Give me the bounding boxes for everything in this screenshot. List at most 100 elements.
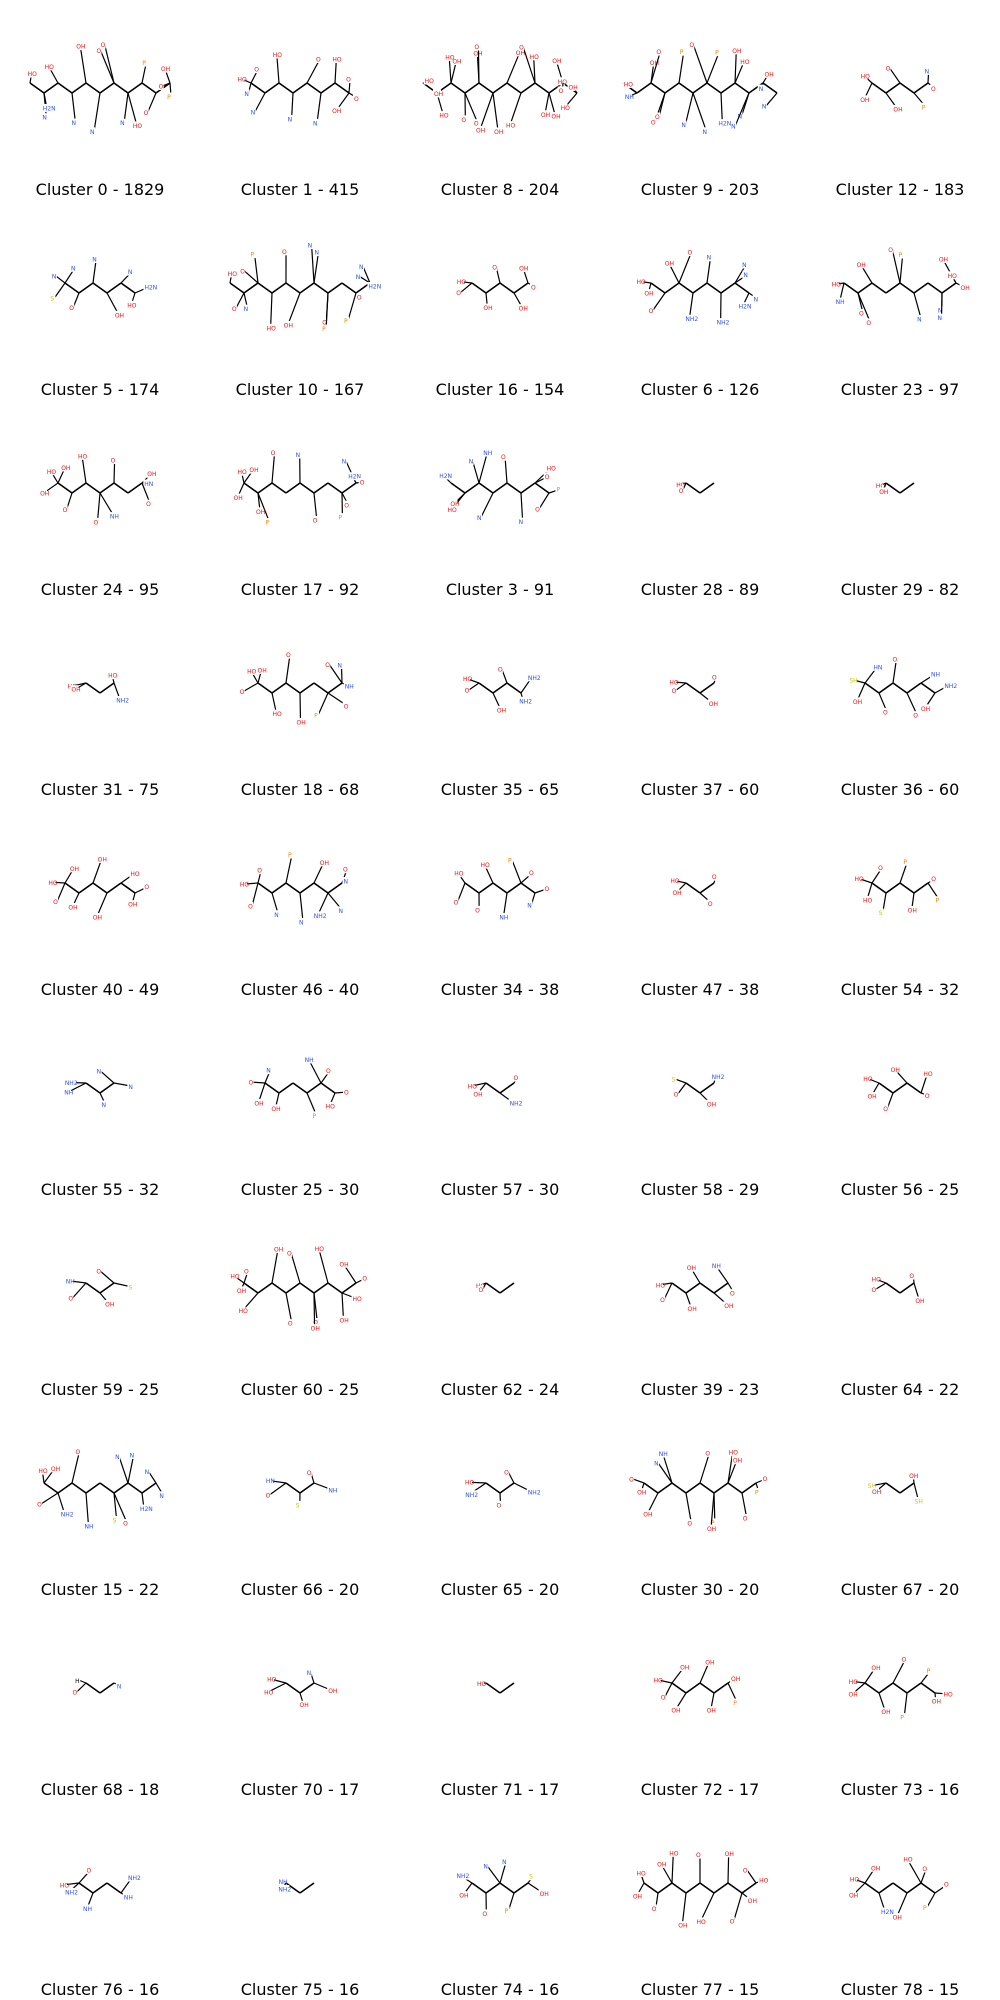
atom-label: HO	[465, 1480, 475, 1487]
bond	[71, 1482, 87, 1494]
bond	[885, 882, 901, 894]
bond	[264, 1082, 280, 1094]
atom-label: O	[307, 1470, 312, 1477]
atom-label: O	[519, 44, 524, 51]
atom-label: O	[888, 247, 893, 254]
bond	[720, 82, 736, 94]
atom-label: O	[344, 502, 349, 509]
atom-label: HO	[28, 71, 38, 78]
bond	[520, 492, 524, 522]
bond	[285, 1682, 301, 1694]
bond	[741, 1882, 757, 1894]
atom-label: N	[469, 459, 474, 466]
cluster-cell: HO OH NH O OH OH O Cluster 39 - 23	[600, 1200, 800, 1400]
bond	[269, 1482, 287, 1496]
atom-label: N	[130, 1452, 135, 1459]
bond	[671, 1852, 674, 1884]
atom-label: O	[922, 1866, 927, 1873]
bond	[141, 1482, 157, 1494]
atom-label: OH	[731, 1676, 740, 1683]
bond	[499, 1682, 515, 1694]
atom-label: N	[707, 255, 712, 262]
atom-label: O	[68, 1296, 73, 1303]
molecule-structure: S NH2 OH O	[670, 1072, 725, 1108]
cluster-caption: Cluster 40 - 49	[40, 980, 160, 999]
atom-label: N	[731, 124, 736, 131]
atom-label: NH	[279, 1879, 288, 1886]
atom-label: P	[142, 60, 146, 67]
bond	[486, 1865, 501, 1884]
bond	[285, 654, 291, 684]
bond	[93, 92, 101, 132]
atom-label: N	[251, 110, 256, 117]
molecule-structure: HO OH OH OH P OH OH O	[652, 1657, 740, 1715]
atom-label: HO	[127, 302, 137, 309]
atom-label: P	[927, 1668, 931, 1675]
cluster-caption: Cluster 62 - 24	[440, 1380, 560, 1399]
bond	[720, 282, 736, 294]
atom-label: OH	[665, 260, 674, 267]
cluster-caption: Cluster 78 - 15	[840, 1980, 960, 1999]
atom-label: O	[545, 474, 550, 481]
atom-label: OH	[459, 1892, 468, 1899]
bond	[313, 682, 329, 694]
atom-label: OH	[541, 112, 550, 119]
molecule-structure: HO O O OH	[669, 872, 717, 908]
cluster-caption: Cluster 57 - 30	[440, 1180, 560, 1199]
cluster-cell: HO O OH O Cluster 64 - 22	[800, 1200, 1000, 1400]
atom-label: N	[313, 120, 318, 127]
bond	[448, 56, 452, 84]
cluster-caption: Cluster 31 - 75	[40, 780, 160, 799]
bond	[652, 292, 666, 311]
atom-label: N	[315, 250, 320, 257]
atom-label: OH	[320, 860, 329, 867]
atom-label: O	[146, 501, 151, 508]
atom-label: OH	[115, 312, 124, 319]
bond	[684, 92, 694, 125]
bond	[485, 1882, 501, 1894]
bond	[271, 482, 287, 494]
bond	[459, 282, 473, 294]
bond	[147, 92, 157, 113]
bond	[685, 1482, 701, 1494]
atom-label: OH	[857, 262, 866, 269]
bond	[511, 859, 522, 884]
atom-label: O	[886, 65, 891, 72]
atom-label: O	[322, 320, 327, 327]
bond	[713, 1482, 729, 1494]
bond	[64, 282, 80, 294]
atom-label: SH	[915, 1498, 923, 1505]
atom-label: O	[159, 83, 164, 90]
atom-label: NH2	[510, 1101, 523, 1108]
atom-label: O	[240, 268, 245, 275]
atom-label: O	[123, 1521, 128, 1528]
atom-label: OH	[707, 1101, 716, 1108]
atom-label: OH	[687, 1306, 696, 1313]
bond	[478, 482, 494, 494]
atom-label: N	[299, 919, 304, 926]
molecule-structure: HO O NH2 NH2 OH O	[462, 665, 541, 714]
bond	[878, 1882, 894, 1894]
bond	[678, 282, 694, 294]
atom-label: NH2	[465, 1492, 478, 1499]
bond	[864, 1682, 880, 1694]
atom-label: N	[342, 458, 347, 465]
atom-label: O	[883, 709, 888, 716]
atom-label: NH	[931, 672, 940, 679]
atom-label: O	[892, 656, 897, 663]
bond	[71, 1282, 87, 1299]
atom-label: O	[649, 308, 654, 315]
atom-label: OH	[76, 44, 85, 51]
bond	[57, 1482, 73, 1494]
bond	[290, 92, 294, 120]
atom-label: OH	[939, 257, 948, 264]
atom-label: OH	[494, 129, 503, 136]
bond	[85, 1682, 101, 1694]
atom-label: HO	[740, 59, 750, 66]
molecule-structure: H N O	[71, 1676, 122, 1697]
